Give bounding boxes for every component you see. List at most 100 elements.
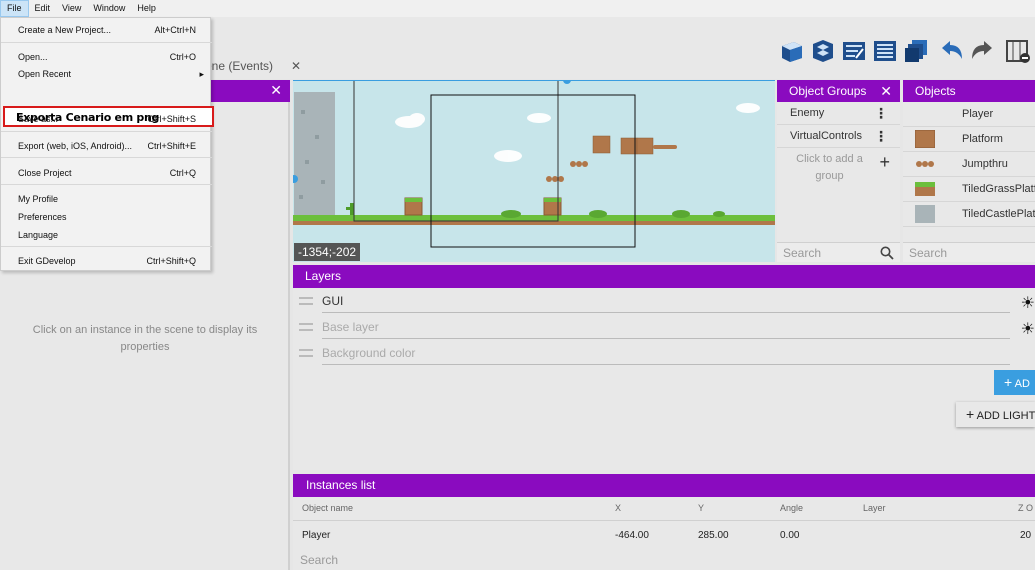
close-icon[interactable]: ✕	[880, 83, 892, 99]
drag-handle-icon[interactable]	[299, 297, 313, 305]
menu-item-label: My Profile	[18, 194, 59, 204]
instances-search-input[interactable]: Search	[300, 553, 339, 567]
layer-name[interactable]: GUI	[322, 294, 1010, 313]
menu-edit[interactable]: Edit	[34, 3, 51, 13]
object-item[interactable]: Player	[903, 102, 1035, 127]
file-menu: Create a New Project... Alt+Ctrl+N Open.…	[0, 17, 214, 271]
group-item-label: Enemy	[790, 107, 825, 119]
layer-row[interactable]: Base layer ☀	[293, 315, 1035, 341]
properties-hint: Click on an instance in the scene to dis…	[32, 324, 258, 353]
menu-item-shortcut: Ctrl+Q	[169, 168, 196, 178]
grid-settings-icon[interactable]	[1006, 39, 1030, 63]
object-groups-icon[interactable]	[811, 39, 835, 63]
menu-item-preferences[interactable]: Preferences	[18, 212, 196, 222]
column-header[interactable]: Object name	[302, 503, 354, 513]
submenu-arrow-icon: ▸	[199, 69, 204, 79]
menu-item-create-project[interactable]: Create a New Project... Alt+Ctrl+N	[18, 25, 196, 35]
menu-window[interactable]: Window	[93, 3, 126, 13]
object-search-input[interactable]: Search	[903, 242, 1035, 262]
menu-item-export[interactable]: Export (web, iOS, Android)... Ctrl+Shift…	[18, 141, 196, 151]
add-light-button[interactable]: + ADD LIGHT	[956, 402, 1035, 427]
menu-item-open[interactable]: Open... Ctrl+O	[18, 52, 196, 62]
menu-help[interactable]: Help	[137, 3, 156, 13]
search-icon[interactable]	[880, 246, 894, 260]
more-options-icon[interactable]: ⋮	[874, 128, 888, 144]
layer-name[interactable]: Base layer	[322, 320, 1010, 339]
menu-view[interactable]: View	[62, 3, 82, 13]
object-item[interactable]: Jumpthru	[903, 152, 1035, 177]
menu-item-my-profile[interactable]: My Profile	[18, 194, 196, 204]
menu-item-label: Preferences	[18, 212, 67, 222]
scene-canvas[interactable]	[293, 80, 775, 262]
menu-item-label: Exit GDevelop	[18, 256, 76, 266]
column-header[interactable]: X	[615, 503, 622, 513]
ground-grass	[293, 215, 775, 221]
cell-object-name: Player	[302, 530, 331, 541]
object-item[interactable]: Platform	[903, 127, 1035, 152]
instances-list-icon[interactable]	[873, 39, 897, 63]
add-layer-button[interactable]: + AD	[994, 370, 1035, 395]
column-header[interactable]: Layer	[863, 503, 886, 513]
close-icon[interactable]: ✕	[270, 82, 282, 98]
cell-angle: 0.00	[780, 530, 800, 541]
object-item-label: Platform	[962, 133, 1003, 145]
column-header[interactable]: Y	[698, 503, 705, 513]
object-item[interactable]: TiledGrassPlatform	[903, 177, 1035, 202]
castle-column	[294, 92, 335, 215]
menu-item-shortcut: Ctrl+Shift+S	[147, 114, 196, 124]
objects-panel-icon[interactable]	[780, 39, 804, 63]
layers-title: Layers	[305, 269, 342, 283]
objects-title: Objects	[915, 84, 956, 98]
object-item-label: Player	[962, 108, 994, 120]
clouds	[395, 103, 760, 162]
object-groups-title: Object Groups	[789, 84, 867, 98]
menu-item-label: Open...	[18, 52, 48, 62]
add-group-button[interactable]: Click to add a group +	[777, 148, 900, 185]
menu-item-shortcut: Ctrl+O	[169, 52, 196, 62]
objects-header: Objects	[903, 80, 1035, 102]
object-groups-panel: Object Groups ✕ Enemy ⋮ VirtualControls …	[777, 80, 900, 262]
platform-thumbnail-icon	[915, 130, 935, 148]
menu-file[interactable]: File	[0, 0, 29, 17]
menu-item-open-recent[interactable]: Open Recent ▸	[18, 69, 204, 79]
tab-close-icon[interactable]: ✕	[291, 59, 302, 73]
menu-item-exit[interactable]: Exit GDevelop Ctrl+Shift+Q	[18, 256, 196, 266]
grass-platform-thumbnail-icon	[915, 182, 935, 196]
layer-row[interactable]: GUI ☀	[293, 289, 1035, 315]
group-item[interactable]: Enemy ⋮	[777, 102, 900, 125]
plus-icon[interactable]: +	[879, 152, 890, 172]
lighting-icon[interactable]: ☀	[1020, 295, 1035, 312]
tab-scene-events[interactable]: ene (Events)	[205, 59, 274, 73]
group-search-input[interactable]: Search	[777, 242, 900, 262]
object-item[interactable]: TiledCastlePlatform	[903, 202, 1035, 227]
cell-y: 285.00	[698, 530, 729, 541]
properties-icon[interactable]	[842, 39, 866, 63]
drag-handle-icon[interactable]	[299, 323, 313, 331]
objects-panel: Objects Player Platform Jumpthru TiledGr…	[903, 80, 1035, 262]
object-item-label: TiledGrassPlatform	[962, 183, 1035, 195]
resize-handle[interactable]	[293, 175, 298, 183]
search-placeholder: Search	[783, 246, 822, 260]
resize-handle[interactable]	[563, 80, 571, 84]
instances-header: Instances list	[293, 474, 1035, 497]
menu-item-label: Language	[18, 230, 59, 240]
layer-row: Background color	[293, 341, 1035, 367]
layer-name[interactable]: Background color	[322, 346, 1010, 365]
lighting-icon[interactable]: ☀	[1020, 321, 1035, 338]
column-header[interactable]: Z O	[1018, 503, 1033, 513]
menu-item-save-as[interactable]: Save as... Ctrl+Shift+S	[18, 114, 196, 124]
column-header[interactable]: Angle	[780, 503, 804, 513]
menu-item-label: Create a New Project...	[18, 25, 112, 35]
more-options-icon[interactable]: ⋮	[874, 105, 888, 121]
layers-icon[interactable]	[904, 39, 928, 63]
redo-icon[interactable]	[970, 39, 994, 63]
group-item[interactable]: VirtualControls ⋮	[777, 125, 900, 148]
menu-item-label: Open Recent	[18, 69, 72, 79]
selection-frame	[353, 80, 559, 222]
undo-icon[interactable]	[940, 39, 964, 63]
menu-item-close-project[interactable]: Close Project Ctrl+Q	[18, 168, 196, 178]
menu-bar: File Edit View Window Help	[0, 0, 1035, 17]
add-group-hint: Click to add a group	[796, 153, 863, 182]
menu-item-language[interactable]: Language	[18, 230, 196, 240]
cell-x: -464.00	[615, 530, 649, 541]
